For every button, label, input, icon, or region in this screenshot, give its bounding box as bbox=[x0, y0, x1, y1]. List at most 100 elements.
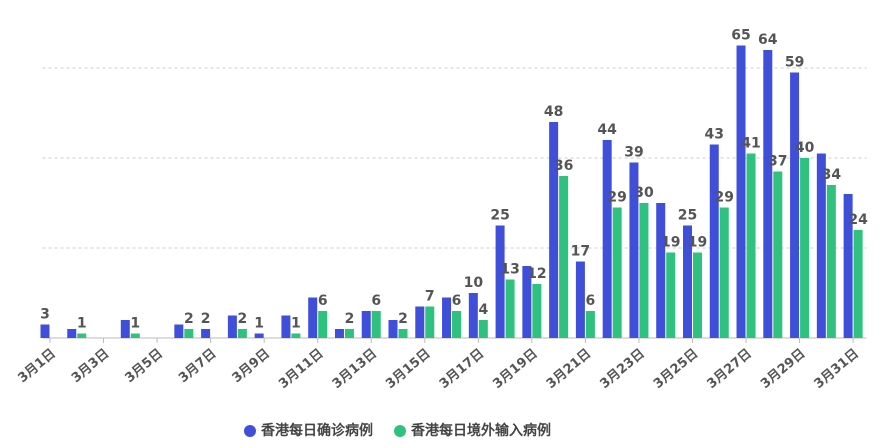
x-tick-label: 3月1日 bbox=[15, 346, 58, 386]
bar bbox=[575, 261, 585, 338]
bar bbox=[184, 329, 194, 338]
bar bbox=[505, 279, 515, 338]
value-label: 25 bbox=[678, 208, 697, 224]
bar bbox=[790, 72, 800, 338]
bar bbox=[549, 122, 559, 338]
bar bbox=[174, 324, 184, 338]
value-label: 37 bbox=[768, 154, 787, 170]
value-label: 19 bbox=[688, 235, 707, 251]
legend-label: 香港每日确诊病例 bbox=[260, 422, 373, 439]
value-label: 24 bbox=[848, 212, 868, 228]
value-label: 64 bbox=[758, 32, 778, 48]
bar bbox=[130, 333, 140, 338]
x-tick-label: 3月21日 bbox=[544, 346, 594, 392]
value-label: 29 bbox=[607, 190, 626, 206]
value-label: 2 bbox=[398, 311, 408, 327]
bar bbox=[666, 252, 676, 338]
value-label: 1 bbox=[254, 316, 264, 332]
value-label: 25 bbox=[490, 208, 509, 224]
value-label: 2 bbox=[238, 311, 248, 327]
bar bbox=[201, 329, 211, 338]
bar bbox=[692, 252, 702, 338]
x-tick-label: 3月15日 bbox=[383, 346, 433, 392]
bar bbox=[559, 176, 569, 338]
bar bbox=[522, 266, 532, 338]
x-tick-label: 3月19日 bbox=[490, 346, 540, 392]
bar bbox=[719, 207, 729, 338]
bar bbox=[585, 311, 595, 338]
value-label: 1 bbox=[77, 316, 87, 332]
bar bbox=[843, 194, 853, 338]
value-label: 39 bbox=[624, 145, 643, 161]
bar bbox=[532, 284, 542, 338]
bar bbox=[344, 329, 354, 338]
bar bbox=[308, 297, 318, 338]
bar bbox=[602, 140, 612, 338]
bar bbox=[318, 311, 328, 338]
value-label: 29 bbox=[715, 190, 734, 206]
bar bbox=[452, 311, 462, 338]
x-tick-label: 3月29日 bbox=[758, 346, 808, 392]
bar bbox=[388, 320, 398, 338]
bar bbox=[826, 185, 836, 338]
bar bbox=[361, 311, 371, 338]
x-tick-label: 3月11日 bbox=[276, 346, 326, 392]
bar bbox=[227, 315, 237, 338]
value-label: 43 bbox=[705, 127, 724, 143]
value-label: 6 bbox=[318, 293, 328, 309]
value-label: 7 bbox=[425, 289, 435, 305]
x-tick-label: 3月13日 bbox=[330, 346, 380, 392]
value-label: 2 bbox=[184, 311, 194, 327]
bar bbox=[237, 329, 247, 338]
bar bbox=[639, 203, 649, 338]
value-label: 2 bbox=[201, 311, 211, 327]
bar bbox=[746, 153, 756, 338]
value-label: 4 bbox=[478, 302, 488, 318]
bar bbox=[398, 329, 408, 338]
value-label: 17 bbox=[571, 244, 590, 260]
bar bbox=[334, 329, 344, 338]
value-label: 10 bbox=[464, 275, 484, 291]
value-label: 65 bbox=[731, 28, 750, 44]
bar bbox=[763, 50, 773, 338]
bar bbox=[281, 315, 291, 338]
bar bbox=[656, 203, 666, 338]
x-tick-label: 3月27日 bbox=[705, 346, 755, 392]
value-label: 40 bbox=[795, 140, 815, 156]
x-tick-label: 3月5日 bbox=[122, 346, 165, 386]
bar bbox=[67, 329, 77, 338]
bar bbox=[478, 320, 488, 338]
value-label: 30 bbox=[634, 185, 654, 201]
x-tick-label: 3月25日 bbox=[651, 346, 701, 392]
bar bbox=[254, 333, 264, 338]
bar bbox=[736, 45, 746, 338]
value-label: 41 bbox=[741, 136, 760, 152]
bar bbox=[120, 320, 130, 338]
bar bbox=[40, 324, 50, 338]
bar bbox=[612, 207, 622, 338]
value-label: 1 bbox=[130, 316, 140, 332]
value-label: 1 bbox=[291, 316, 301, 332]
bar bbox=[468, 293, 478, 338]
x-tick-label: 3月9日 bbox=[230, 346, 273, 386]
bar bbox=[682, 225, 692, 338]
legend-marker bbox=[244, 425, 256, 437]
bar bbox=[442, 297, 452, 338]
value-label: 2 bbox=[345, 311, 355, 327]
bar bbox=[773, 171, 783, 338]
value-label: 48 bbox=[544, 104, 563, 120]
value-label: 59 bbox=[785, 55, 804, 71]
value-label: 36 bbox=[554, 158, 573, 174]
bar bbox=[415, 306, 425, 338]
x-tick-label: 3月31日 bbox=[812, 346, 862, 392]
x-tick-label: 3月23日 bbox=[597, 346, 647, 392]
bar bbox=[800, 158, 810, 338]
value-label: 6 bbox=[452, 293, 462, 309]
legend-marker bbox=[394, 425, 406, 437]
bar bbox=[629, 162, 639, 338]
x-tick-label: 3月7日 bbox=[176, 346, 219, 386]
bar bbox=[816, 153, 826, 338]
value-label: 6 bbox=[586, 293, 596, 309]
bar bbox=[291, 333, 301, 338]
